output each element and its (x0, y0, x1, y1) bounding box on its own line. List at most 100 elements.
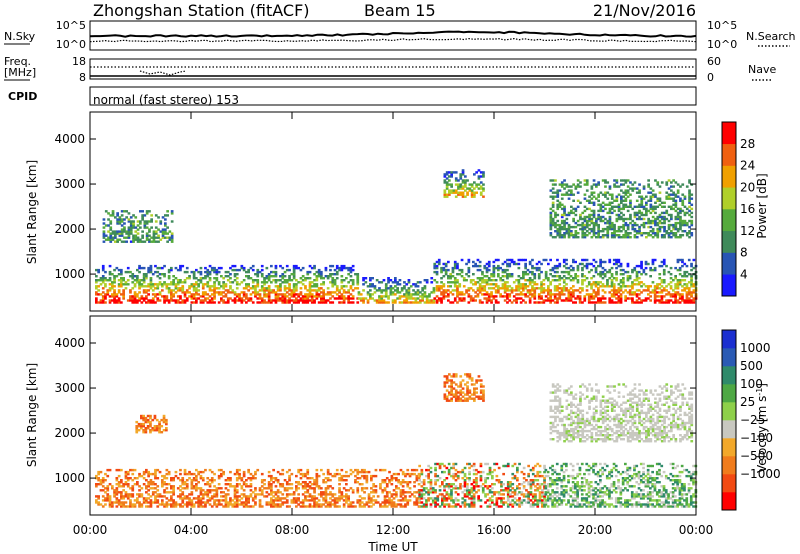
echo-cell (145, 497, 148, 500)
echo-cell (563, 232, 566, 235)
echo-cell (519, 277, 523, 280)
echo-cell (322, 479, 325, 482)
echo-cell (567, 189, 571, 192)
echo-cell (122, 295, 125, 298)
echo-cell (456, 264, 459, 268)
echo-cell (408, 491, 412, 494)
echo-cell (610, 236, 614, 239)
echo-cell (642, 225, 646, 229)
echo-cell (326, 503, 330, 506)
echo-cell (111, 283, 114, 286)
echo-cell (226, 299, 230, 302)
echo-cell (556, 289, 559, 292)
echo-cell (185, 487, 189, 490)
echo-cell (570, 185, 573, 188)
echo-cell (528, 283, 532, 286)
echo-cell (349, 468, 353, 472)
echo-cell (394, 293, 397, 296)
echo-cell (431, 499, 435, 502)
echo-cell (669, 277, 673, 280)
echo-cell (662, 287, 666, 290)
echo-cell (181, 491, 185, 494)
echo-cell (138, 281, 141, 284)
echo-cell (217, 487, 221, 490)
echo-cell (335, 297, 339, 300)
echo-cell (560, 193, 564, 196)
echo-cell (477, 183, 481, 186)
echo-cell (354, 474, 357, 478)
echo-cell (651, 205, 655, 208)
echo-cell (235, 495, 239, 498)
echo-cell (192, 487, 196, 490)
echo-cell (170, 477, 173, 480)
echo-cell (285, 301, 289, 304)
echo-cell (111, 236, 115, 239)
echo-cell (670, 193, 673, 196)
echo-cell (274, 499, 278, 502)
echo-cell (617, 207, 621, 211)
echo-cell (131, 495, 135, 498)
echo-cell (131, 479, 135, 482)
echo-cell (574, 213, 578, 217)
echo-cell (265, 487, 269, 490)
echo-cell (351, 301, 355, 304)
echo-cell (140, 503, 144, 506)
echo-cell (567, 295, 571, 298)
echo-cell (195, 301, 198, 304)
echo-cell (388, 497, 391, 500)
echo-cell (315, 503, 319, 506)
echo-cell (369, 279, 372, 282)
echo-cell (331, 301, 335, 304)
echo-cell (660, 291, 664, 294)
echo-cell (215, 491, 219, 494)
echo-cell (279, 264, 282, 268)
echo-cell (272, 503, 275, 506)
echo-cell (333, 505, 337, 508)
echo-cell (274, 273, 278, 276)
echo-cell (626, 234, 630, 237)
echo-cell (658, 291, 662, 294)
echo-cell (667, 270, 671, 274)
echo-cell (492, 283, 496, 286)
echo-cell (274, 505, 278, 508)
echo-cell (117, 301, 121, 304)
echo-cell (150, 236, 153, 239)
echo-cell (408, 495, 412, 498)
echo-cell (481, 285, 484, 288)
echo-cell (456, 279, 459, 282)
echo-cell (687, 287, 691, 290)
echo-cell (151, 299, 155, 302)
echo-cell (599, 217, 603, 221)
echo-cell (167, 483, 171, 486)
echo-cell (440, 285, 443, 288)
echo-cell (522, 287, 525, 290)
echo-cell (442, 268, 446, 272)
echo-cell (633, 230, 637, 233)
echo-cell (164, 218, 167, 221)
echo-cell (242, 299, 246, 302)
echo-cell (628, 275, 632, 278)
echo-cell (403, 299, 406, 302)
echo-cell (622, 225, 625, 229)
echo-cell (231, 503, 235, 506)
power-x-ticks (89, 112, 697, 311)
echo-cell (443, 499, 446, 502)
echo-cell (172, 479, 175, 482)
echo-cell (335, 499, 339, 502)
echo-cell (588, 201, 591, 204)
echo-cell (197, 283, 200, 286)
echo-cell (540, 285, 543, 288)
echo-cell (567, 197, 571, 200)
echo-cell (690, 215, 694, 219)
echo-cell (395, 472, 398, 476)
echo-cell (371, 283, 374, 286)
echo-cell (371, 297, 374, 300)
echo-cell (322, 283, 325, 286)
echo-cell (524, 270, 527, 274)
echo-cell (567, 185, 571, 188)
echo-cell (407, 295, 411, 298)
echo-cell (683, 211, 687, 215)
echo-cell (501, 283, 505, 286)
echo-cell (674, 225, 678, 229)
echo-cell (357, 291, 361, 294)
